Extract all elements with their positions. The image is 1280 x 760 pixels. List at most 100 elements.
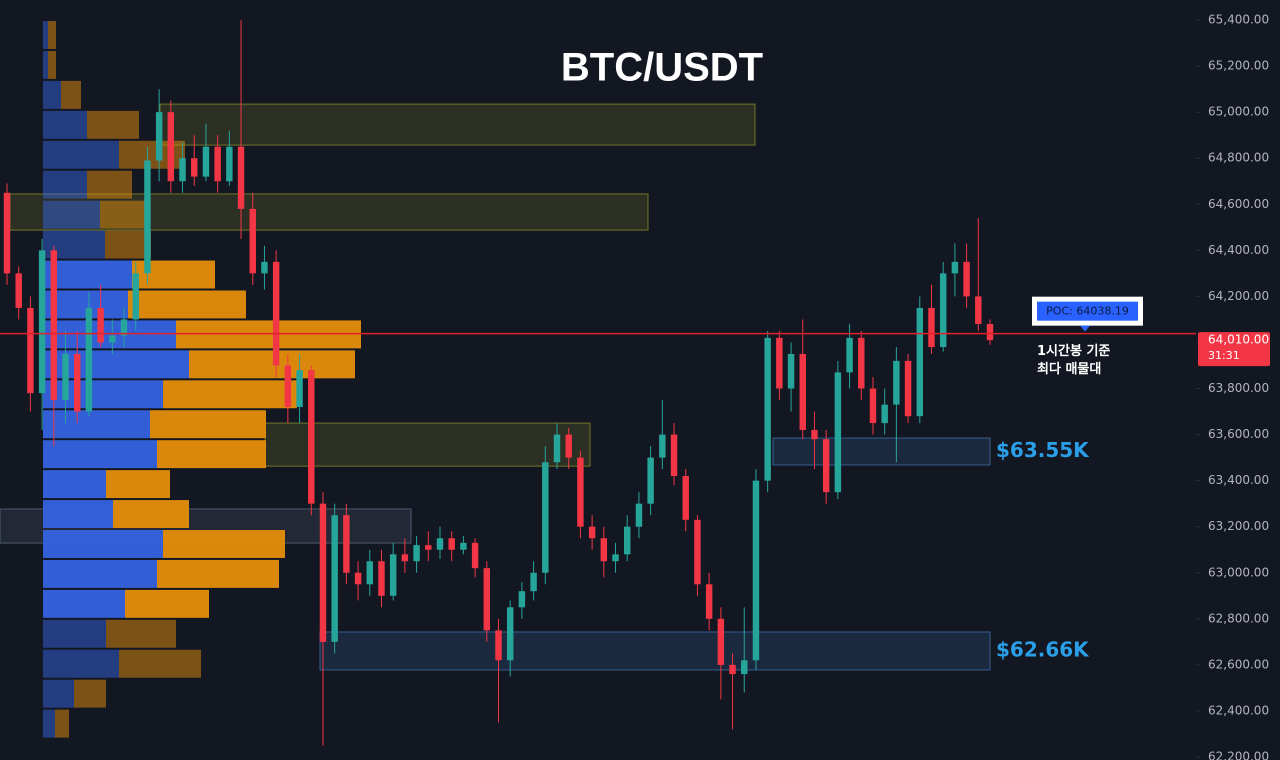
candle-body <box>659 434 666 458</box>
y-tick-label: 65,200.00 <box>1208 59 1269 73</box>
last-price-box <box>1198 332 1270 367</box>
profile-buy <box>43 410 150 439</box>
candle-body <box>612 554 619 562</box>
candle-body <box>448 538 455 550</box>
candle-body <box>354 572 362 585</box>
candle-body <box>811 429 818 440</box>
candle-body <box>97 307 104 343</box>
candle-body <box>506 607 514 661</box>
y-tick-label: 63,000.00 <box>1208 565 1269 579</box>
candle-body <box>109 335 116 343</box>
candle-body <box>939 273 947 348</box>
profile-sell <box>87 110 139 139</box>
candle-body <box>155 112 163 161</box>
profile-buy <box>43 50 48 79</box>
candle-body <box>542 462 549 573</box>
candle-body <box>600 538 608 562</box>
candle-body <box>729 664 736 675</box>
candle-body <box>822 439 830 493</box>
candle-body <box>846 337 853 373</box>
candle-body <box>3 192 11 274</box>
candle-body <box>951 261 959 274</box>
candle-body <box>776 337 783 389</box>
candle-body <box>73 353 81 412</box>
candle-body <box>670 434 678 477</box>
candle-body <box>752 480 760 661</box>
candle-body <box>284 365 292 407</box>
y-tick-label: 63,400.00 <box>1208 473 1269 487</box>
candle-body <box>565 434 572 458</box>
candle-body <box>799 353 806 430</box>
y-tick-label: 65,000.00 <box>1208 105 1269 119</box>
candle-body <box>460 542 467 550</box>
candle-body <box>518 591 526 608</box>
candle-body <box>214 146 221 182</box>
profile-buy <box>43 80 61 109</box>
profile-sell <box>128 290 246 319</box>
profile-buy <box>43 530 163 558</box>
profile-sell <box>100 200 145 229</box>
candle-body <box>869 388 877 424</box>
candle-body <box>963 261 970 297</box>
candle-body <box>296 370 303 407</box>
candle-body <box>624 526 631 555</box>
candle-body <box>413 545 420 562</box>
profile-sell <box>113 500 189 529</box>
candle-body <box>167 112 175 182</box>
candle-body <box>588 526 596 539</box>
countdown: 31:31 <box>1208 349 1240 362</box>
poc-pointer <box>1080 325 1090 332</box>
candle-body <box>495 630 502 661</box>
candle-body <box>50 250 58 401</box>
profile-buy <box>43 260 132 289</box>
y-tick-label: 64,600.00 <box>1208 197 1269 211</box>
candle-body <box>764 337 771 481</box>
profile-sell <box>157 440 266 469</box>
candle-body <box>401 554 409 562</box>
y-tick-label: 62,400.00 <box>1208 703 1269 717</box>
candle-body <box>38 250 46 394</box>
profile-sell <box>189 350 355 379</box>
last-price-label: 64,010.00 <box>1208 333 1269 347</box>
profile-buy <box>43 110 87 139</box>
profile-buy <box>43 470 106 499</box>
candle-body <box>717 618 725 665</box>
profile-buy <box>43 589 125 618</box>
profile-sell <box>55 709 69 738</box>
y-tick-label: 62,600.00 <box>1208 657 1269 671</box>
candle-body <box>647 457 654 504</box>
candle-body <box>144 160 151 274</box>
candle-body <box>272 261 280 366</box>
profile-buy <box>43 290 128 319</box>
candle-body <box>191 158 198 177</box>
y-tick-label: 63,800.00 <box>1208 381 1269 395</box>
poc-label: POC: 64038.19 <box>1046 305 1129 318</box>
candle-body <box>27 307 34 394</box>
y-tick-label: 64,800.00 <box>1208 151 1269 165</box>
candle-body <box>986 324 994 341</box>
candle-body <box>132 273 139 320</box>
y-tick-label: 62,800.00 <box>1208 611 1269 625</box>
candle-body <box>378 561 385 596</box>
profile-buy <box>43 559 157 588</box>
profile-buy <box>43 649 119 678</box>
zone <box>159 103 756 146</box>
profile-sell <box>74 679 106 708</box>
candle-body <box>787 353 795 389</box>
candle-body <box>62 353 69 401</box>
profile-buy <box>43 140 119 169</box>
candle-body <box>366 561 373 585</box>
profile-sell <box>61 80 81 109</box>
zone <box>319 631 991 671</box>
y-tick-label: 63,600.00 <box>1208 427 1269 441</box>
candle-body <box>226 146 233 182</box>
profile-sell <box>87 170 132 199</box>
candle-body <box>893 360 900 405</box>
candle-body <box>975 296 982 325</box>
candle-body <box>343 515 350 573</box>
candle-body <box>15 273 22 308</box>
profile-buy <box>43 619 106 648</box>
zone <box>772 437 991 466</box>
